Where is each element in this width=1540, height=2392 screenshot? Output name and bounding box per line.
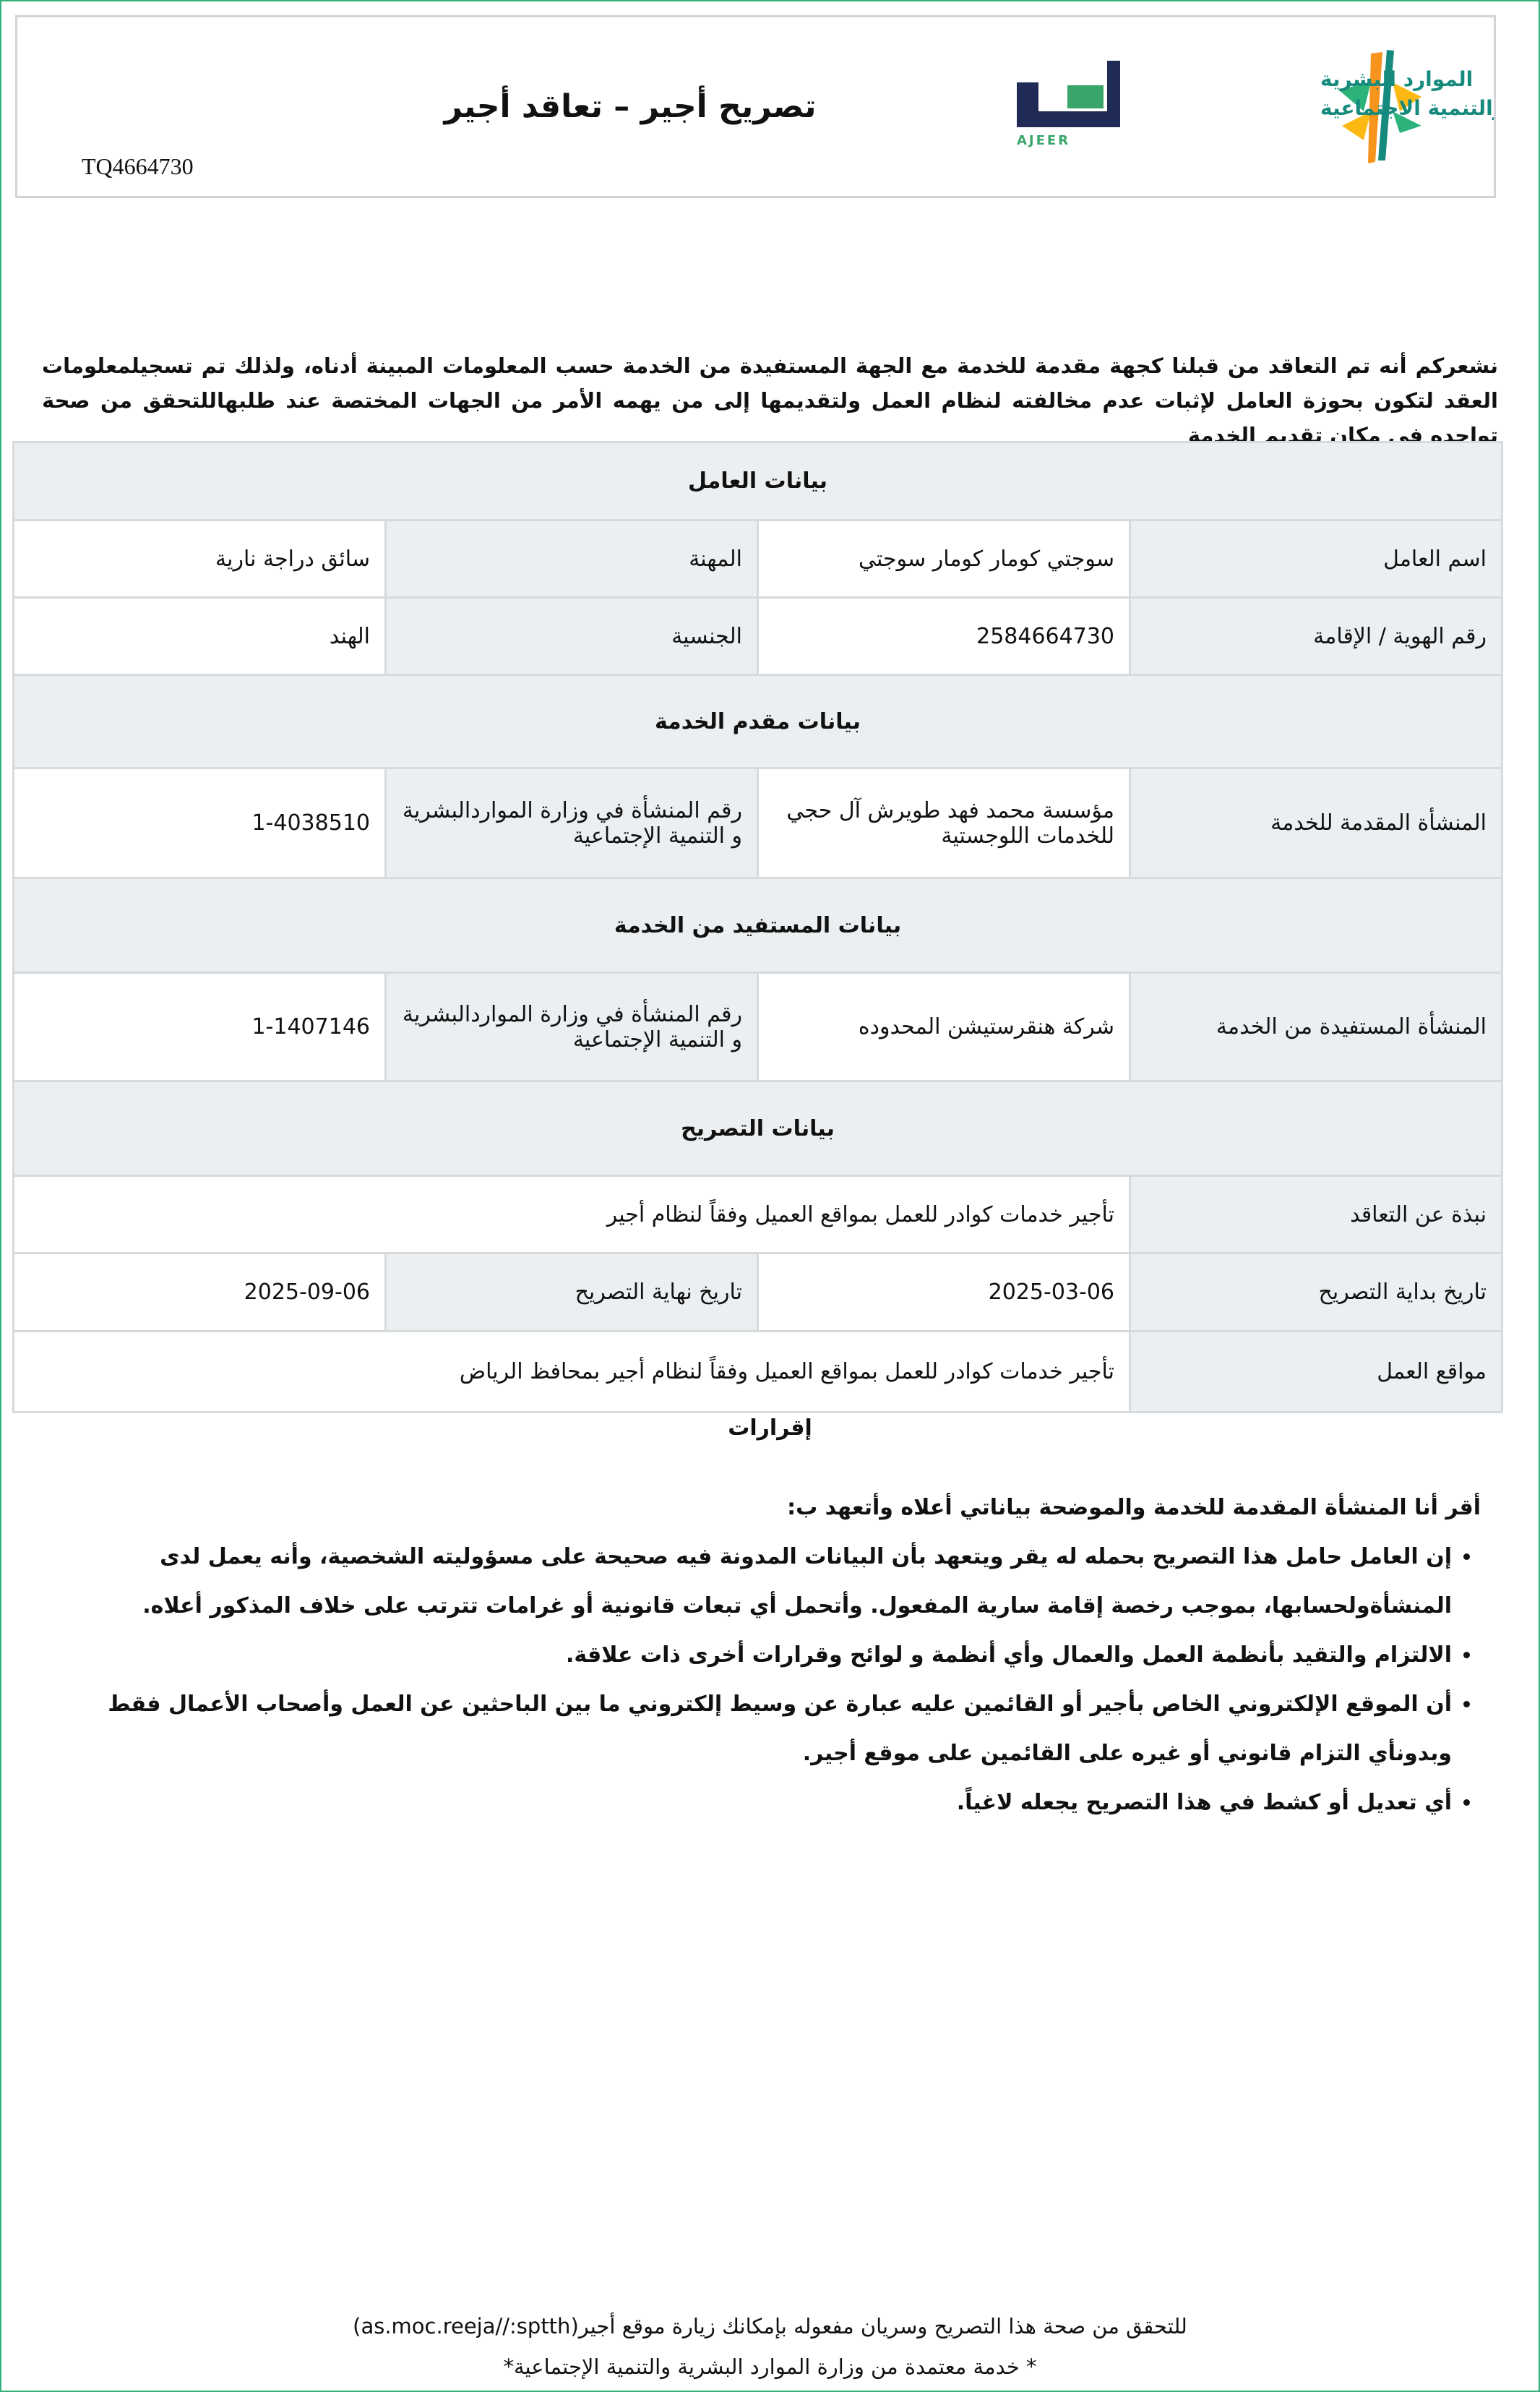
about-label: نبذة عن التعاقد <box>1129 1175 1503 1254</box>
id-number: 2584664730 <box>757 596 1131 676</box>
title-cell: تصريح أجير – تعاقد أجير <box>249 17 1010 196</box>
declarations-lead: أقر أنا المنشأة المقدمة للخدمة والموضحة … <box>787 1495 1481 1520</box>
occupation-label: المهنة <box>384 519 759 599</box>
occupation: سائق دراجة نارية <box>12 519 387 599</box>
section-worker: بيانات العامل <box>12 441 1503 521</box>
document-id: TQ4664730 <box>82 153 194 179</box>
declarations-title: إقرارات <box>728 1415 812 1441</box>
start-date-label: تاريخ بداية التصريح <box>1129 1252 1503 1332</box>
section-permit: بيانات التصريح <box>12 1080 1503 1177</box>
beneficiary-number: 1-1407146 <box>12 972 387 1082</box>
end-date-label: تاريخ نهاية التصريح <box>384 1252 759 1332</box>
beneficiary-entity: شركة هنقرستيشن المحدوده <box>757 972 1131 1082</box>
beneficiary-number-label: رقم المنشأة في وزارة المواردالبشرية و ال… <box>384 972 759 1082</box>
declarations: أقر أنا المنشأة المقدمة للخدمة والموضحة … <box>72 1483 1481 1827</box>
provider-entity-label: المنشأة المقدمة للخدمة <box>1129 767 1503 879</box>
ajeer-logo: AJEER <box>1017 61 1140 162</box>
logo-cell: الموارد البشرية والتنمية الاجتماعية AJEE… <box>1010 17 1505 196</box>
beneficiary-entity-label: المنشأة المستفيدة من الخدمة <box>1129 972 1503 1082</box>
svg-text:والتنمية الاجتماعية: والتنمية الاجتماعية <box>1320 96 1494 120</box>
declaration-item: إن العامل حامل هذا التصريح بحمله له يقر … <box>72 1532 1452 1631</box>
start-date: 2025-03-06 <box>757 1252 1131 1332</box>
verify-note: للتحقق من صحة هذا التصريح وسريان مفعوله … <box>353 2314 1187 2339</box>
locations-label: مواقع العمل <box>1129 1330 1503 1413</box>
provider-number: 1-4038510 <box>12 767 387 879</box>
section-beneficiary: بيانات المستفيد من الخدمة <box>12 877 1503 974</box>
declaration-item: أي تعديل أو كشط في هذا التصريح يجعله لاغ… <box>72 1778 1452 1827</box>
footer: للتحقق من صحة هذا التصريح وسريان مفعوله … <box>0 2306 1540 2387</box>
permit-table: بيانات العامل اسم العامل سوجتي كومار كوم… <box>12 441 1503 1413</box>
declaration-item: أن الموقع الإلكتروني الخاص بأجير أو القا… <box>72 1680 1452 1778</box>
id-label: رقم الهوية / الإقامة <box>1129 596 1503 676</box>
about-value: تأجير خدمات كوادر للعمل بمواقع العميل وف… <box>12 1175 1131 1254</box>
ministry-logo: الموارد البشرية والتنمية الاجتماعية <box>1320 50 1505 163</box>
declarations-list: إن العامل حامل هذا التصريح بحمله له يقر … <box>72 1532 1481 1827</box>
ministry-note: * خدمة معتمدة من وزارة الموارد البشرية و… <box>503 2354 1037 2379</box>
nationality: الهند <box>12 596 387 676</box>
document-header: الموارد البشرية والتنمية الاجتماعية AJEE… <box>15 15 1505 198</box>
svg-text:الموارد البشرية: الموارد البشرية <box>1320 67 1473 91</box>
id-cell: TQ4664730 <box>17 17 257 196</box>
worker-name: سوجتي كومار كومار سوجتي <box>757 519 1131 599</box>
provider-number-label: رقم المنشأة في وزارة المواردالبشرية و ال… <box>384 767 759 879</box>
document-title: تصريح أجير – تعاقد أجير <box>444 88 817 125</box>
worker-name-label: اسم العامل <box>1129 519 1503 599</box>
section-provider: بيانات مقدم الخدمة <box>12 674 1503 769</box>
intro-paragraph: نشعركم أنه تم التعاقد من قبلنا كجهة مقدم… <box>42 353 1498 447</box>
provider-entity: مؤسسة محمد فهد طويرش آل حجي للخدمات اللو… <box>757 767 1131 879</box>
locations-value: تأجير خدمات كوادر للعمل بمواقع العميل وف… <box>12 1330 1131 1413</box>
nationality-label: الجنسية <box>384 596 759 676</box>
declaration-item: الالتزام والتقيد بأنظمة العمل والعمال وأ… <box>72 1631 1452 1680</box>
end-date: 2025-09-06 <box>12 1252 387 1332</box>
